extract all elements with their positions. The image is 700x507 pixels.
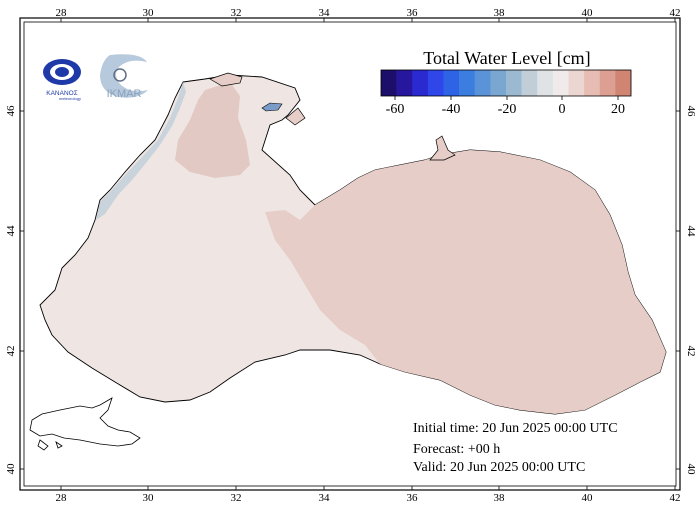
colorbar-swatch: [490, 70, 507, 96]
colorbar-tick-label: -40: [442, 102, 461, 117]
longitude-label: 36: [407, 7, 419, 19]
sea-east-spit: [429, 135, 456, 161]
colorbar-swatch: [427, 70, 444, 96]
latitude-labels-left: 46 44 42 40: [5, 105, 17, 475]
longitude-label: 38: [494, 7, 506, 19]
colorbar-swatch: [568, 70, 585, 96]
latitude-label: 40: [685, 464, 697, 476]
latitude-label: 46: [685, 106, 697, 118]
longitude-label: 28: [56, 492, 68, 504]
longitude-label: 42: [670, 492, 681, 504]
sea-positive-northwest: [175, 82, 250, 178]
sea-negative-inlet: [261, 102, 283, 112]
latitude-label: 42: [685, 346, 697, 357]
valid-time-text: Valid: 20 Jun 2025 00:00 UTC: [413, 460, 586, 475]
colorbar-title: Total Water Level [cm]: [423, 48, 590, 68]
latitude-label: 42: [5, 346, 17, 357]
sea-positive-east: [265, 150, 666, 414]
colorbar: [380, 69, 632, 97]
colorbar-swatch: [521, 70, 538, 96]
logo-kananos-caption: ΚΑΝΑΝΟΣ: [46, 90, 77, 97]
colorbar-border: [380, 69, 632, 97]
colorbar-ticks: -60 -40 -20 0 20: [386, 96, 625, 117]
longitude-label: 34: [319, 492, 331, 504]
sea-negative-coast: [96, 82, 186, 220]
colorbar-tick-label: 20: [611, 102, 625, 117]
colorbar-swatch: [396, 70, 413, 96]
colorbar-swatch: [443, 70, 460, 96]
map-frame: [19, 17, 681, 491]
colorbar-swatch: [459, 70, 476, 96]
longitude-labels-top: 28 30 32 34 36 38 40 42: [56, 7, 681, 19]
colorbar-swatch: [552, 70, 569, 96]
longitude-label: 36: [407, 492, 419, 504]
marmara-coastline: [29, 397, 141, 451]
latitude-label: 46: [5, 105, 17, 117]
colorbar-tick-label: -20: [498, 102, 517, 117]
longitude-label: 42: [670, 7, 681, 19]
colorbar-tick-label: -60: [386, 102, 405, 117]
initial-time-text: Initial time: 20 Jun 2025 00:00 UTC: [413, 421, 618, 436]
colorbar-swatch: [537, 70, 554, 96]
colorbar-swatch: [474, 70, 491, 96]
sea-azov-tip: [209, 72, 243, 87]
longitude-label: 38: [494, 492, 506, 504]
colorbar-swatch: [506, 70, 522, 96]
logo-kananos: ΚΑΝΑΝΟΣ meteorology: [32, 50, 94, 101]
longitude-labels-bottom: 28 30 32 34 36 38 40 42: [56, 492, 681, 504]
colorbar-tick-label: 0: [559, 102, 566, 117]
sea-positive-azov-strait: [285, 107, 306, 126]
colorbar-swatch: [412, 70, 429, 96]
colorbar-swatch: [381, 70, 397, 96]
latitude-label: 44: [5, 225, 17, 237]
longitude-label: 34: [319, 7, 331, 19]
longitude-label: 30: [143, 492, 155, 504]
logo-ikmar: IKMAR: [97, 50, 150, 100]
longitude-label: 30: [143, 7, 155, 19]
longitude-label: 40: [582, 492, 594, 504]
colorbar-swatch: [584, 70, 601, 96]
logo-kananos-subcaption: meteorology: [59, 96, 81, 101]
longitude-label: 28: [56, 7, 68, 19]
colorbar-swatch: [599, 70, 616, 96]
forecast-text: Forecast: +00 h: [413, 442, 501, 457]
longitude-label: 32: [231, 492, 242, 504]
colorbar-swatch: [615, 70, 632, 96]
latitude-labels-right: 46 44 42 40: [685, 106, 697, 476]
logo-ikmar-text: IKMAR: [107, 88, 142, 100]
latitude-label: 44: [685, 226, 697, 238]
latitude-label: 40: [5, 463, 17, 475]
longitude-label: 32: [231, 7, 242, 19]
longitude-label: 40: [582, 7, 594, 19]
